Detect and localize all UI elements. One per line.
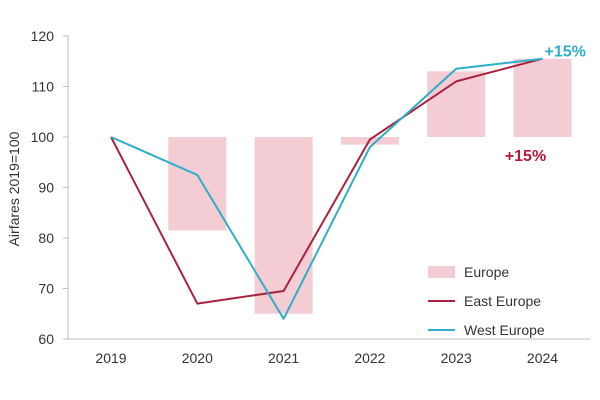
x-tick-label: 2019 (95, 350, 126, 366)
axes (63, 35, 590, 340)
bar-2024 (513, 58, 572, 137)
europe-bars (168, 58, 572, 314)
bar-2020 (168, 137, 227, 231)
y-tick-label: 100 (31, 129, 55, 145)
annotation-1: +15% (545, 44, 586, 61)
y-tick-label: 110 (32, 79, 55, 95)
legend: Europe East Europe West Europe (428, 264, 545, 338)
y-tick-label: 120 (31, 28, 55, 44)
annotation-2: +15% (505, 148, 546, 165)
annotations: +15% +15% (505, 44, 586, 165)
x-tick-label: 2024 (527, 350, 558, 366)
bar-2021 (254, 137, 313, 314)
y-tick-label: 90 (38, 180, 54, 196)
y-tick-label: 60 (38, 331, 54, 347)
x-tick-label: 2022 (354, 350, 385, 366)
legend-label-europe: Europe (464, 264, 509, 280)
legend-label-west-europe: West Europe (464, 322, 545, 338)
y-tick-label: 80 (38, 230, 54, 246)
y-tick-label: 70 (38, 281, 54, 297)
x-tick-label: 2020 (182, 350, 213, 366)
tick-labels: 60 70 80 90 100 110 120 2019 2020 2021 2022 2023 202… (31, 28, 559, 366)
line-east-europe (110, 57, 543, 305)
line-west-europe (110, 57, 543, 320)
legend-swatch-europe (428, 266, 455, 278)
legend-label-east-europe: East Europe (464, 293, 541, 309)
y-axis-label: Airfares 2019=100 (6, 131, 22, 246)
series-lines (110, 57, 543, 320)
x-tick-label: 2023 (441, 350, 472, 366)
x-tick-label: 2021 (268, 350, 299, 366)
